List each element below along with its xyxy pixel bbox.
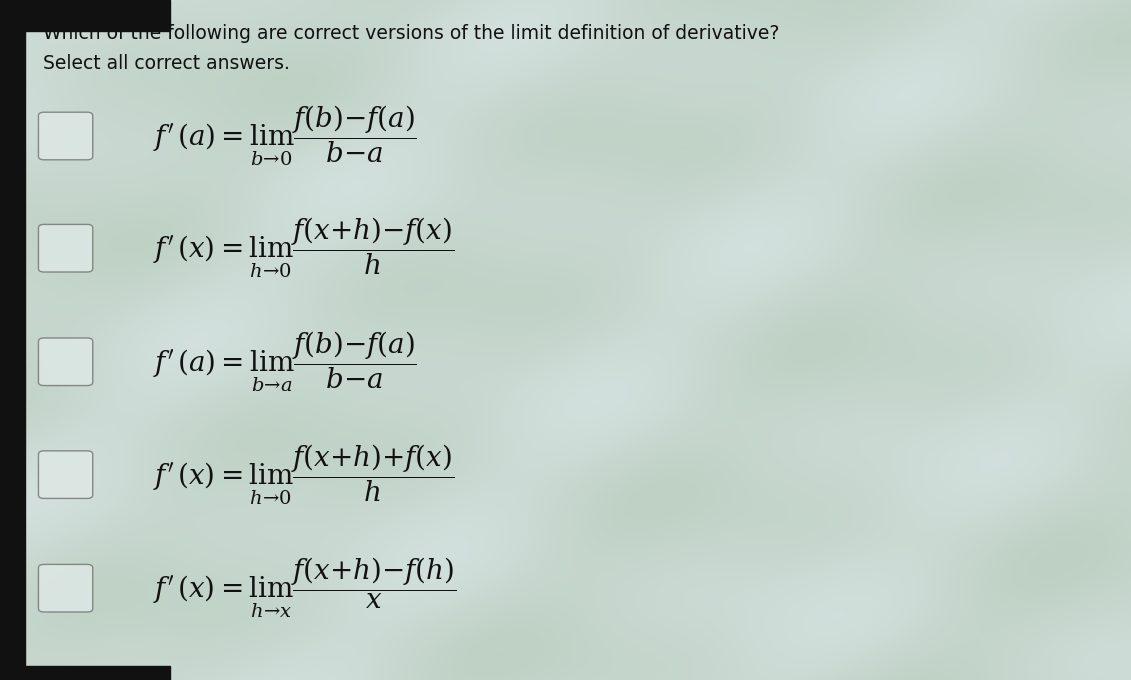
FancyBboxPatch shape <box>38 112 93 160</box>
FancyBboxPatch shape <box>38 224 93 272</box>
Text: $f'\,(a) = \lim_{b \to 0} \dfrac{f(b)-f(a)}{b-a}$: $f'\,(a) = \lim_{b \to 0} \dfrac{f(b)-f(… <box>153 104 416 168</box>
Text: $f'\,(a) = \lim_{b \to a} \dfrac{f(b)-f(a)}{b-a}$: $f'\,(a) = \lim_{b \to a} \dfrac{f(b)-f(… <box>153 330 416 394</box>
Text: $f'\,(x) = \lim_{h \to x} \dfrac{f(x+h)-f(h)}{x}$: $f'\,(x) = \lim_{h \to x} \dfrac{f(x+h)-… <box>153 556 456 620</box>
Text: Select all correct answers.: Select all correct answers. <box>43 54 290 73</box>
Text: $f'\,(x) = \lim_{h \to 0} \dfrac{f(x+h)+f(x)}{h}$: $f'\,(x) = \lim_{h \to 0} \dfrac{f(x+h)+… <box>153 443 454 507</box>
FancyBboxPatch shape <box>38 451 93 498</box>
Bar <box>0 0 170 31</box>
FancyBboxPatch shape <box>38 338 93 386</box>
Bar <box>0 666 170 680</box>
Text: Which of the following are correct versions of the limit definition of derivativ: Which of the following are correct versi… <box>43 24 779 43</box>
FancyBboxPatch shape <box>38 564 93 612</box>
Text: $f'\,(x) = \lim_{h \to 0} \dfrac{f(x+h)-f(x)}{h}$: $f'\,(x) = \lim_{h \to 0} \dfrac{f(x+h)-… <box>153 216 454 280</box>
Bar <box>0 0 25 680</box>
